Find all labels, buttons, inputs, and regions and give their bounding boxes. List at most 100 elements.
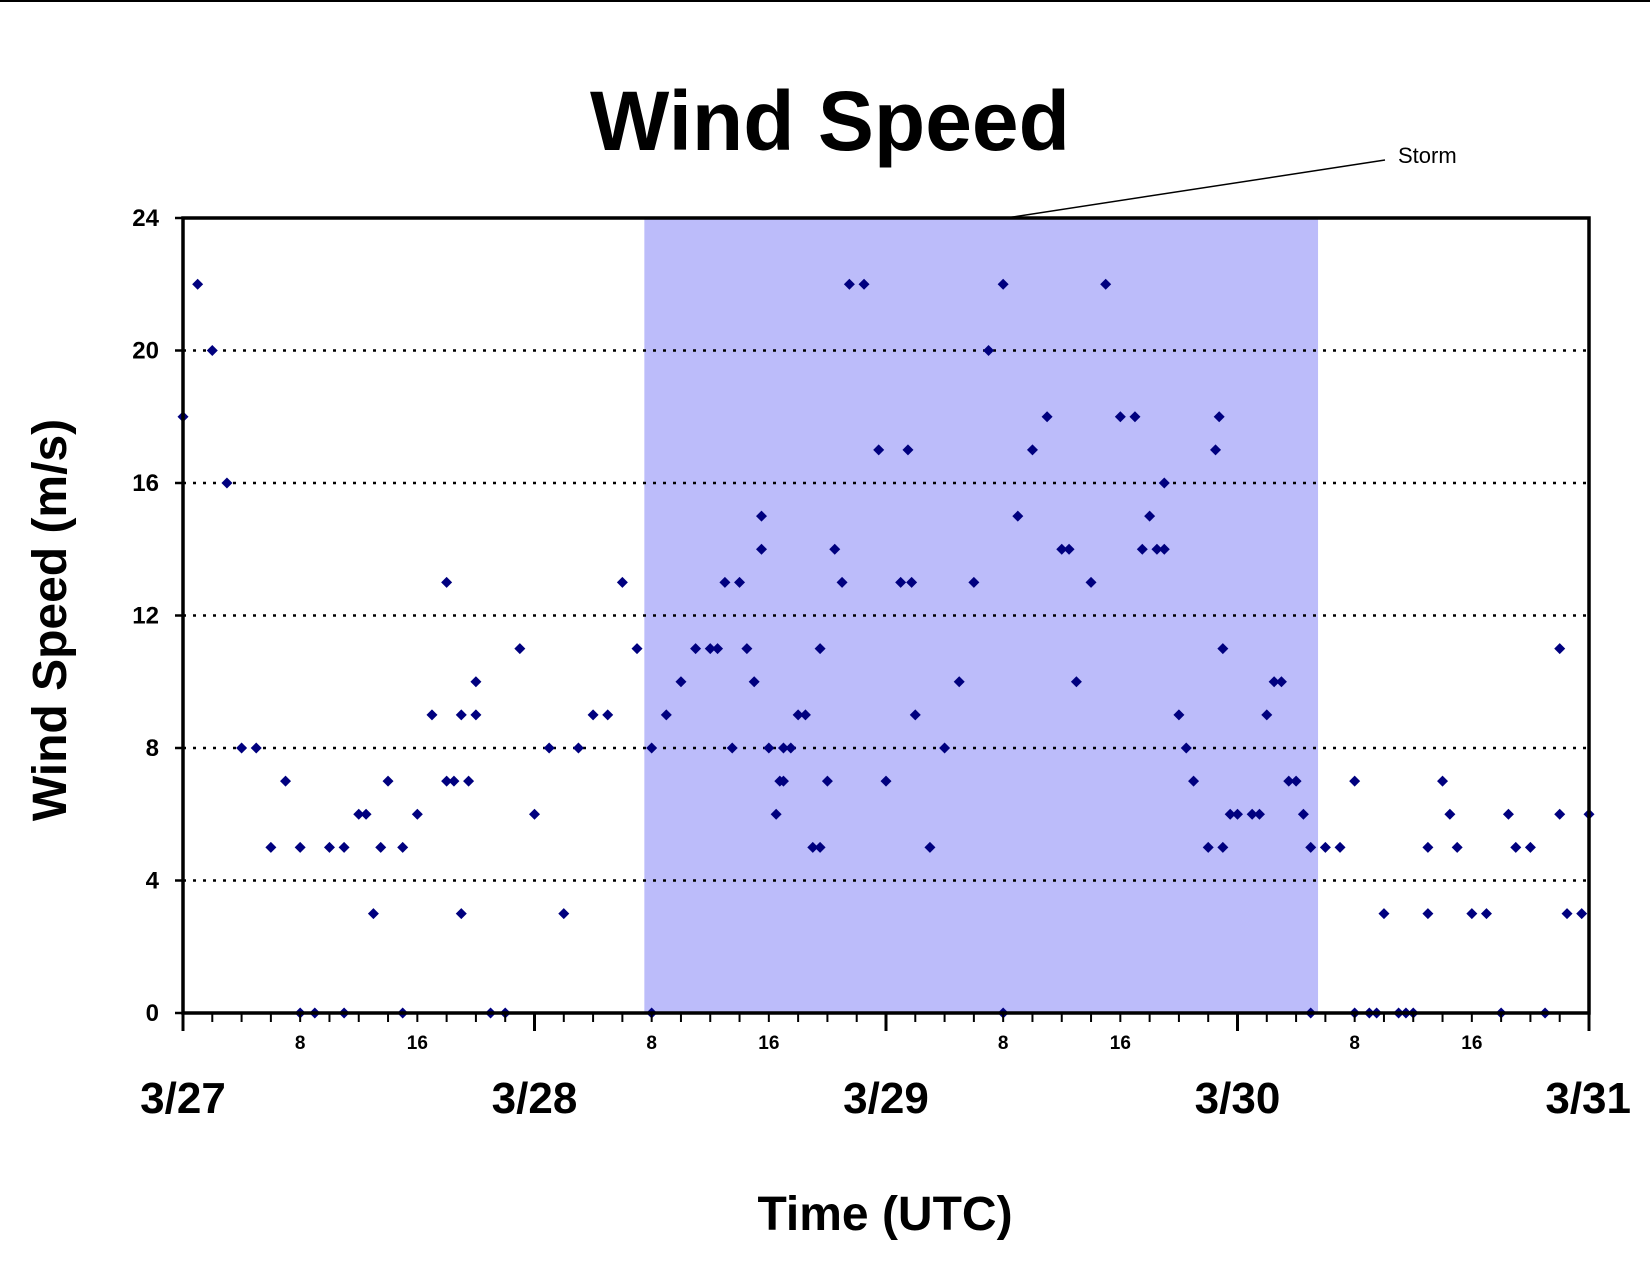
data-point <box>1444 808 1456 820</box>
data-point <box>463 775 475 787</box>
gridlines <box>183 349 1589 882</box>
data-point <box>470 676 482 688</box>
data-point <box>792 709 804 721</box>
data-point <box>821 775 833 787</box>
y-tick-label: 0 <box>146 1000 159 1027</box>
data-point <box>1063 543 1075 555</box>
data-point <box>221 477 233 489</box>
data-point <box>1202 841 1214 853</box>
data-point <box>411 808 423 820</box>
data-point <box>902 444 914 456</box>
data-point <box>382 775 394 787</box>
data-point <box>323 841 335 853</box>
data-point <box>265 841 277 853</box>
data-point <box>873 444 885 456</box>
data-point <box>1283 775 1295 787</box>
data-point <box>1217 643 1229 655</box>
data-point <box>814 841 826 853</box>
data-point <box>741 643 753 655</box>
data-point <box>968 576 980 588</box>
y-tick-label: 16 <box>132 470 159 497</box>
storm-band-layer <box>644 159 1386 1013</box>
y-tick-label: 12 <box>132 603 159 630</box>
data-point <box>1158 543 1170 555</box>
data-point <box>1180 742 1192 754</box>
data-point <box>1210 444 1222 456</box>
x-hour-label: 16 <box>1110 1033 1131 1054</box>
data-point <box>807 841 819 853</box>
data-point <box>763 742 775 754</box>
data-point <box>1188 775 1200 787</box>
data-point <box>514 643 526 655</box>
data-point <box>543 742 555 754</box>
data-point <box>748 676 760 688</box>
data-point <box>1451 841 1463 853</box>
x-hour-label: 16 <box>407 1033 428 1054</box>
data-point <box>843 278 855 290</box>
data-point <box>1114 411 1126 423</box>
data-point <box>236 742 248 754</box>
data-point <box>206 345 218 356</box>
data-point <box>1232 808 1243 820</box>
data-point <box>441 775 453 787</box>
data-point <box>1297 808 1309 820</box>
data-point <box>1422 908 1434 920</box>
data-point <box>1217 841 1229 853</box>
data-point <box>587 709 599 721</box>
data-point <box>1085 576 1097 588</box>
y-axis-title: Wind Speed (m/s) <box>24 419 77 821</box>
data-point <box>1378 908 1390 920</box>
data-point <box>1144 510 1156 522</box>
data-point <box>1561 908 1573 920</box>
data-point <box>1224 808 1236 820</box>
data-point <box>558 908 570 920</box>
data-point <box>1334 841 1346 853</box>
data-point <box>719 576 731 588</box>
data-point <box>529 808 540 820</box>
x-day-label: 3/28 <box>492 1074 578 1123</box>
y-tick-label: 24 <box>132 205 159 232</box>
data-point <box>704 643 716 655</box>
data-point <box>726 742 738 754</box>
x-day-label: 3/29 <box>843 1074 929 1123</box>
data-point <box>1158 477 1170 489</box>
storm-annotation-label: Storm <box>1398 143 1457 168</box>
data-point <box>1510 841 1522 853</box>
data-point <box>1253 808 1265 820</box>
data-point <box>192 278 204 290</box>
data-point <box>375 841 387 853</box>
data-point <box>906 576 918 588</box>
data-point <box>799 709 811 721</box>
data-point <box>448 775 460 787</box>
data-points <box>177 278 1595 1019</box>
data-point <box>1319 841 1331 853</box>
data-point <box>616 576 628 588</box>
x-day-label: 3/30 <box>1195 1074 1281 1123</box>
data-point <box>1041 411 1053 423</box>
data-point <box>397 841 409 853</box>
data-point <box>1026 444 1038 456</box>
data-point <box>1151 543 1163 555</box>
storm-leader-line <box>1006 159 1386 219</box>
data-point <box>953 676 965 688</box>
data-point <box>1275 676 1287 688</box>
data-point <box>777 775 789 787</box>
data-point <box>1136 543 1148 555</box>
x-hour-label: 16 <box>1461 1033 1482 1054</box>
x-hour-label: 8 <box>295 1033 306 1054</box>
data-point <box>646 742 658 754</box>
data-point <box>712 643 724 655</box>
y-tick-label: 4 <box>146 868 160 895</box>
x-axis-title: Time (UTC) <box>757 1188 1012 1241</box>
data-point <box>829 543 841 555</box>
data-point <box>785 742 797 754</box>
x-day-label: 3/31 <box>1545 1074 1631 1123</box>
data-point <box>441 576 453 588</box>
data-point <box>777 742 789 754</box>
data-point <box>338 841 350 853</box>
data-point <box>572 742 584 754</box>
data-point <box>939 742 951 754</box>
y-tick-label: 8 <box>146 735 159 762</box>
data-point <box>455 908 467 920</box>
